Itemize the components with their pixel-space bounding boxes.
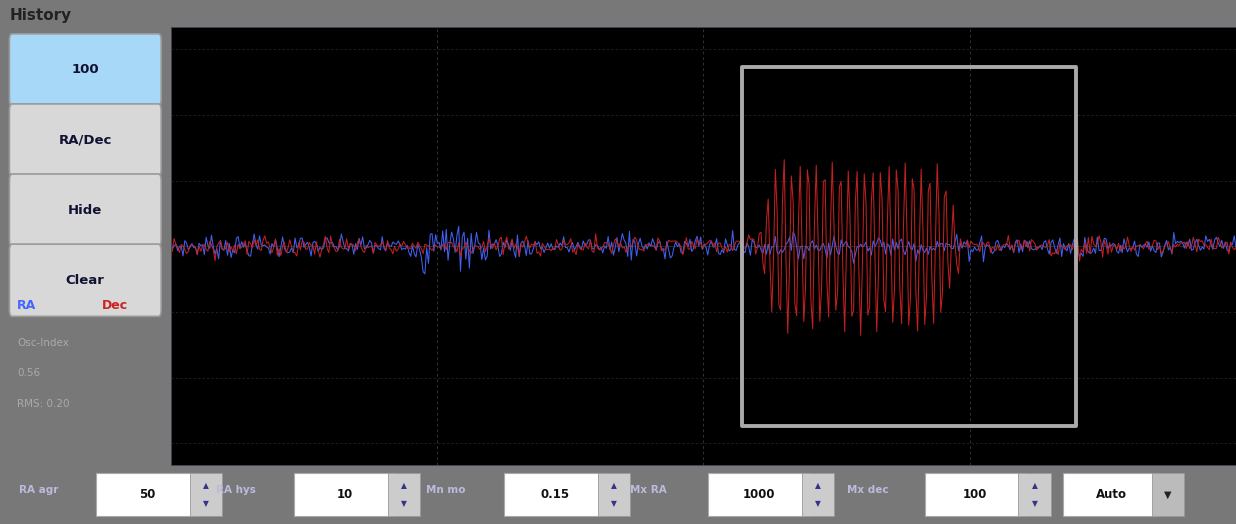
FancyBboxPatch shape [190, 473, 222, 516]
FancyBboxPatch shape [294, 473, 396, 516]
Text: ▲: ▲ [1032, 481, 1037, 490]
FancyBboxPatch shape [598, 473, 630, 516]
Text: ▲: ▲ [816, 481, 821, 490]
Text: RA: RA [17, 299, 36, 312]
FancyBboxPatch shape [10, 174, 161, 246]
Text: ▼: ▼ [1032, 499, 1037, 508]
Text: Clear: Clear [66, 274, 105, 287]
FancyBboxPatch shape [96, 473, 198, 516]
Text: RA agr: RA agr [19, 485, 58, 495]
FancyBboxPatch shape [802, 473, 834, 516]
Text: Mx dec: Mx dec [847, 485, 889, 495]
Text: ▼: ▼ [402, 499, 407, 508]
Text: ▼: ▼ [204, 499, 209, 508]
Text: 0.15: 0.15 [540, 488, 570, 501]
Text: 50: 50 [138, 488, 156, 501]
Text: ▼: ▼ [816, 499, 821, 508]
Text: 100: 100 [963, 488, 988, 501]
Text: Auto: Auto [1095, 488, 1127, 501]
Text: ▲: ▲ [612, 481, 617, 490]
FancyBboxPatch shape [708, 473, 810, 516]
FancyBboxPatch shape [10, 244, 161, 316]
Text: 1000: 1000 [743, 488, 775, 501]
Text: ▼: ▼ [1164, 489, 1172, 500]
Text: History: History [10, 8, 72, 23]
Text: Hide: Hide [68, 204, 103, 216]
Bar [743, 67, 1077, 426]
FancyBboxPatch shape [10, 34, 161, 106]
FancyBboxPatch shape [504, 473, 606, 516]
FancyBboxPatch shape [388, 473, 420, 516]
Text: ▲: ▲ [402, 481, 407, 490]
FancyBboxPatch shape [10, 104, 161, 176]
FancyBboxPatch shape [1018, 473, 1051, 516]
Text: Mx RA: Mx RA [630, 485, 667, 495]
FancyBboxPatch shape [1063, 473, 1159, 516]
Text: ▲: ▲ [204, 481, 209, 490]
FancyBboxPatch shape [1152, 473, 1184, 516]
FancyBboxPatch shape [925, 473, 1026, 516]
Text: 100: 100 [72, 63, 99, 77]
Text: ▼: ▼ [612, 499, 617, 508]
Text: Mn mo: Mn mo [426, 485, 466, 495]
Text: RMS: 0.20: RMS: 0.20 [17, 399, 69, 409]
Text: 10: 10 [336, 488, 353, 501]
Text: 0.56: 0.56 [17, 368, 41, 378]
Text: Osc-Index: Osc-Index [17, 337, 69, 347]
Text: RA hys: RA hys [216, 485, 256, 495]
Text: Dec: Dec [103, 299, 129, 312]
Text: RA/Dec: RA/Dec [58, 134, 112, 147]
